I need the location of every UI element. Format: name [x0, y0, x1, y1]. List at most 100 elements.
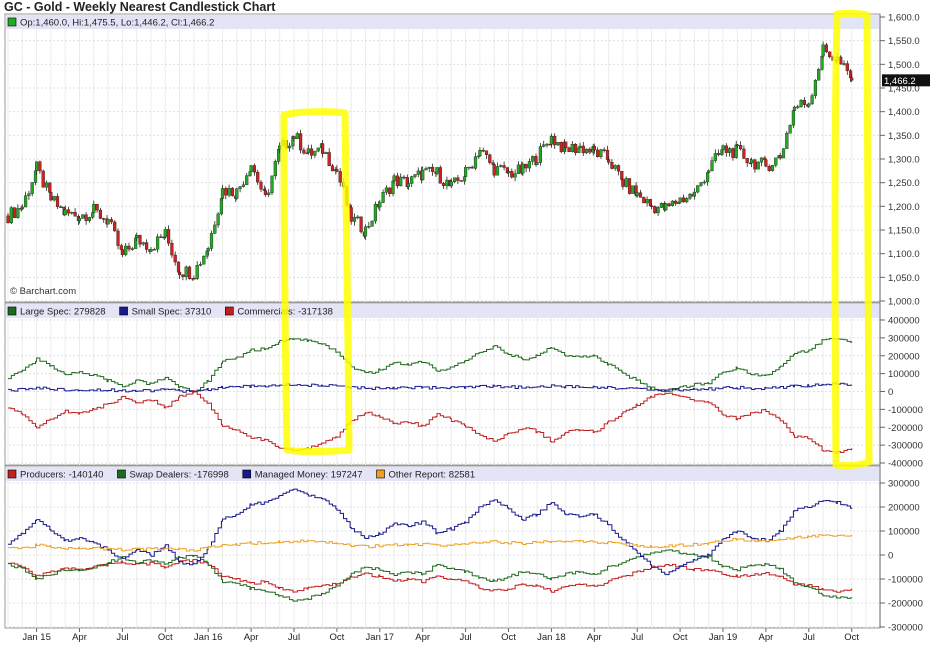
candle: [535, 162, 539, 165]
candle: [378, 202, 382, 208]
candle: [570, 144, 574, 152]
candle: [556, 142, 560, 146]
x-tick-label: Jul: [116, 632, 128, 643]
candle: [616, 165, 621, 172]
legend-swatch: [225, 306, 234, 316]
candle: [621, 179, 625, 187]
candle: [119, 245, 123, 250]
candle: [399, 176, 403, 187]
x-tick-label: Oct: [330, 632, 345, 643]
candle: [756, 161, 760, 170]
candle: [113, 221, 117, 232]
legend-band: [6, 467, 879, 481]
candle: [574, 144, 578, 153]
candle: [642, 197, 646, 204]
candle: [384, 187, 389, 193]
candle: [159, 236, 163, 238]
candle: [850, 77, 854, 81]
y-tick-label: 1,300.0: [888, 155, 920, 166]
candle: [220, 188, 225, 199]
candle: [95, 203, 99, 211]
candle: [802, 100, 807, 105]
y-tick-label: 1,250.0: [888, 178, 920, 189]
candle: [721, 145, 725, 150]
y-tick-label: -400000: [888, 459, 923, 470]
candle: [531, 156, 535, 162]
candle: [259, 181, 263, 190]
candle: [299, 133, 303, 151]
candle: [521, 163, 525, 174]
candle: [707, 170, 711, 173]
candle: [16, 208, 20, 218]
x-tick-label: Oct: [501, 632, 516, 643]
y-tick-label: 1,600.0: [888, 13, 920, 24]
candle: [248, 171, 252, 176]
candle: [410, 176, 414, 184]
y-tick-label: 0: [888, 551, 893, 562]
candle: [52, 196, 56, 201]
candle: [699, 182, 703, 186]
y-tick-label: 300000: [888, 333, 920, 344]
candle: [195, 265, 199, 279]
candle: [549, 135, 553, 145]
candle: [44, 182, 49, 188]
candle: [77, 218, 82, 221]
candle: [610, 162, 614, 169]
candle: [209, 233, 214, 249]
candle: [288, 145, 292, 149]
candle: [821, 44, 825, 57]
candle: [681, 197, 686, 203]
candle: [788, 125, 792, 134]
candle: [35, 161, 39, 171]
price-legend: Op:1,460.0, Hi:1,475.5, Lo:1,446.2, Cl:1…: [20, 18, 214, 29]
candle: [227, 187, 231, 196]
legend-swatch: [7, 469, 17, 479]
candle: [216, 213, 220, 226]
candle: [81, 214, 85, 219]
candle: [256, 171, 260, 183]
candle: [781, 148, 786, 159]
candle: [667, 203, 671, 206]
candle: [467, 166, 471, 169]
x-tick-label: Apr: [415, 632, 430, 643]
candle: [30, 182, 34, 194]
candle: [238, 186, 242, 190]
chart-title: GC - Gold - Weekly Nearest Candlestick C…: [4, 0, 276, 14]
candle: [735, 144, 739, 147]
x-tick-label: Jul: [803, 632, 815, 643]
candle: [578, 145, 582, 149]
candle: [306, 148, 310, 154]
y-tick-label: -300000: [888, 441, 923, 452]
candle: [106, 219, 110, 225]
last-price-label: 1,466.2: [884, 76, 916, 87]
legend-swatch: [376, 469, 385, 479]
candle: [38, 161, 42, 172]
candle: [170, 243, 174, 256]
candle: [731, 148, 735, 158]
candle: [785, 132, 789, 149]
candle: [335, 169, 339, 172]
candle: [745, 158, 749, 164]
candle: [828, 51, 832, 58]
candle: [413, 174, 417, 177]
x-tick-label: Jan 16: [194, 632, 223, 643]
legend-band: [6, 304, 879, 318]
candle: [839, 56, 843, 65]
legend-swatch: [119, 306, 128, 316]
candle: [310, 148, 314, 156]
candle: [438, 167, 442, 184]
candle: [599, 149, 603, 158]
candle: [559, 142, 563, 152]
candle: [87, 217, 92, 221]
candle: [327, 152, 331, 167]
candle: [470, 166, 474, 169]
candle: [370, 220, 374, 227]
candle: [230, 187, 235, 197]
candle: [49, 192, 53, 201]
y-tick-label: 1,050.0: [888, 273, 920, 284]
candle: [724, 145, 728, 153]
y-tick-label: 1,000.0: [888, 297, 920, 308]
candle: [206, 248, 210, 252]
y-tick-label: 100000: [888, 369, 920, 380]
